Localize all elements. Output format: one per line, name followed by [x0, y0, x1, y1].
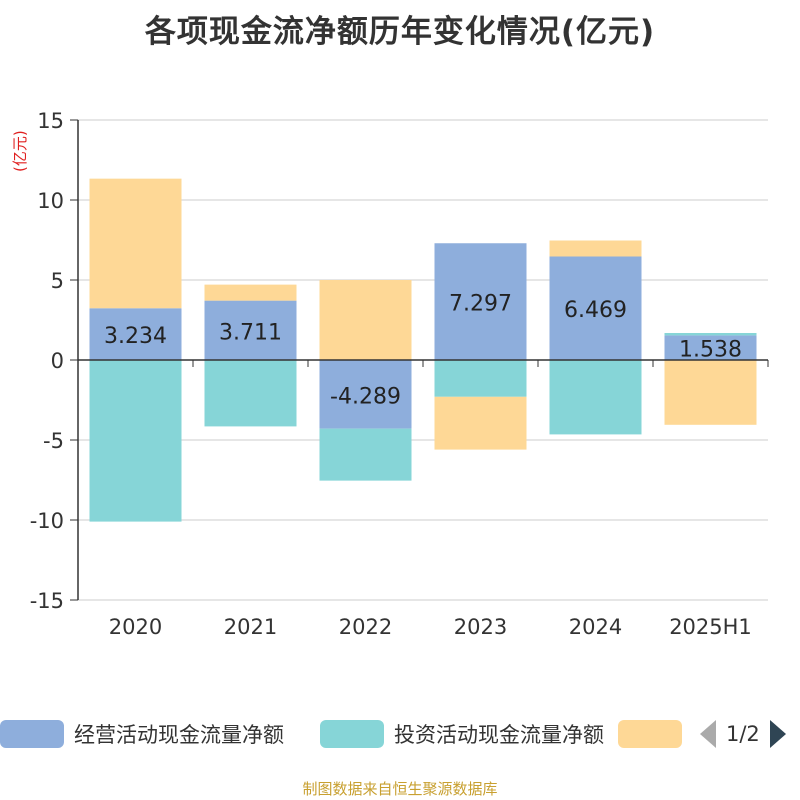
- bar-series3-2023[interactable]: [434, 396, 527, 450]
- legend-pager: 1/2: [700, 714, 786, 754]
- x-tick-label-2020: 2020: [109, 615, 162, 639]
- chart-title: 各项现金流净额历年变化情况(亿元): [144, 14, 656, 50]
- legend: 经营活动现金流量净额 投资活动现金流量净额 1/2: [0, 714, 800, 754]
- y-tick-label: -5: [43, 429, 64, 453]
- legend-swatch-third: [618, 720, 682, 748]
- data-label-2022: -4.289: [330, 384, 401, 409]
- y-tick-label: -10: [30, 509, 64, 533]
- bar-series3-2020[interactable]: [89, 178, 182, 309]
- x-tick-label-2024: 2024: [569, 615, 622, 639]
- bar-series3-2024[interactable]: [549, 240, 642, 257]
- bar-series3-2022[interactable]: [319, 280, 412, 360]
- triangle-left-icon[interactable]: [700, 720, 716, 748]
- bar-series1-2024[interactable]: [549, 256, 642, 360]
- legend-swatch-investing: [320, 720, 384, 748]
- y-tick-label: -15: [30, 589, 64, 613]
- data-label-2020: 3.234: [104, 324, 167, 349]
- bar-series1-2021[interactable]: [204, 300, 297, 360]
- y-tick-label: 0: [51, 349, 64, 373]
- legend-page-text: 1/2: [726, 722, 760, 746]
- source-footer: 制图数据来自恒生聚源数据库: [302, 780, 498, 798]
- x-tick-label-2022: 2022: [339, 615, 392, 639]
- data-label-2025H1: 1.538: [679, 338, 742, 363]
- legend-label-investing: 投资活动现金流量净额: [394, 723, 604, 747]
- bar-series3-2021[interactable]: [204, 284, 297, 301]
- bar-series2-2023[interactable]: [434, 360, 527, 397]
- x-tick-label-2023: 2023: [454, 615, 507, 639]
- x-tick-label-2025H1: 2025H1: [669, 615, 752, 639]
- y-tick-label: 5: [51, 269, 64, 293]
- bar-series1-2020[interactable]: [89, 308, 182, 360]
- y-tick-label: 15: [37, 109, 64, 133]
- bar-series2-2020[interactable]: [89, 360, 182, 522]
- legend-swatch-operating: [0, 720, 64, 748]
- data-label-2023: 7.297: [449, 292, 512, 317]
- bar-series2-2025H1[interactable]: [664, 332, 757, 336]
- data-label-2024: 6.469: [564, 298, 627, 323]
- legend-label-operating: 经营活动现金流量净额: [74, 723, 284, 747]
- legend-item-investing[interactable]: 投资活动现金流量净额: [320, 714, 604, 754]
- bar-series1-2022[interactable]: [319, 360, 412, 429]
- legend-item-operating[interactable]: 经营活动现金流量净额: [0, 714, 284, 754]
- data-label-2021: 3.711: [219, 320, 282, 345]
- bar-series2-2022[interactable]: [319, 428, 412, 481]
- bar-series1-2025H1[interactable]: [664, 335, 757, 360]
- bar-series3-2025H1[interactable]: [664, 360, 757, 425]
- x-tick-label-2021: 2021: [224, 615, 277, 639]
- y-tick-label: 10: [37, 189, 64, 213]
- bar-series2-2024[interactable]: [549, 360, 642, 435]
- bar-series2-2021[interactable]: [204, 360, 297, 427]
- chart-plot: 15 10 5 0 -5 -10 -15 2020 2021 2022 2023 2024 2025H1…: [30, 109, 769, 639]
- triangle-right-icon[interactable]: [769, 720, 786, 748]
- legend-item-third[interactable]: [618, 714, 692, 754]
- bar-series1-2023[interactable]: [434, 243, 527, 360]
